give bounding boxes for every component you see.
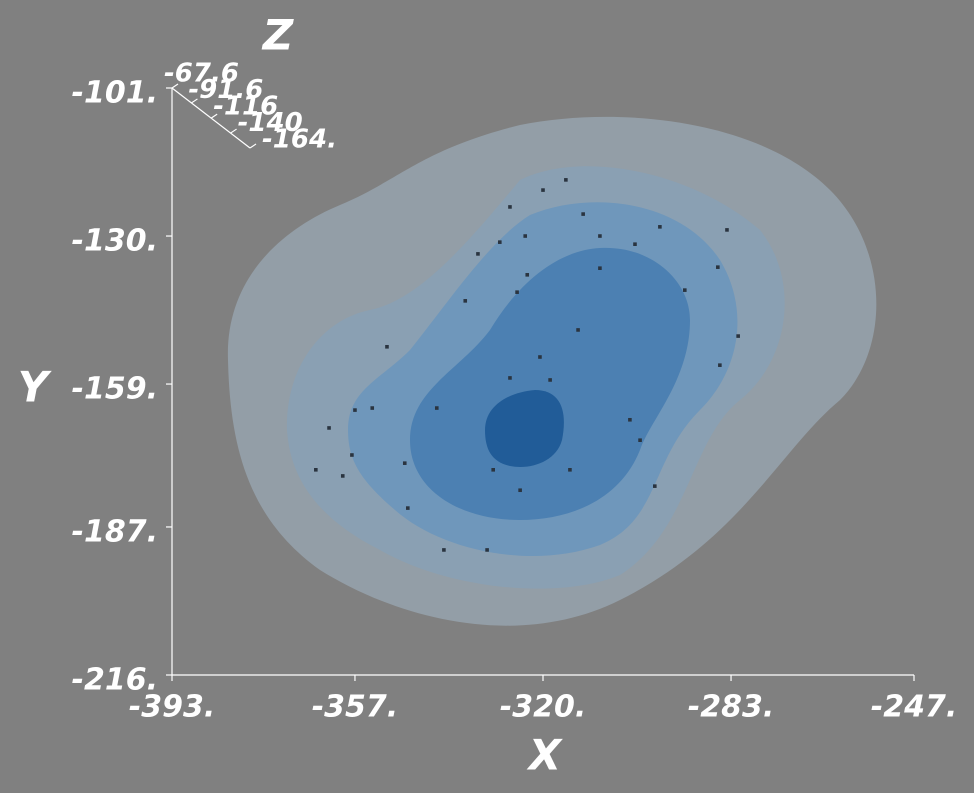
scatter-point <box>576 328 580 332</box>
scatter-point <box>725 228 729 232</box>
scatter-point <box>350 453 354 457</box>
scatter-point <box>508 205 512 209</box>
z-tick-mark <box>171 83 179 89</box>
scatter-point <box>518 488 522 493</box>
y-tick-label: -187. <box>72 514 158 549</box>
z-tick-mark <box>230 128 237 134</box>
scatter-point <box>340 474 345 478</box>
scatter-point <box>564 178 568 182</box>
scatter-point <box>406 506 410 510</box>
z-axis-title: Z <box>261 11 295 60</box>
z-axis-line <box>171 87 251 149</box>
scatter-point <box>716 265 720 269</box>
scatter-point <box>476 252 480 256</box>
z-tick-mark <box>210 113 218 119</box>
z-tick-label: -164. <box>262 125 337 155</box>
z-tick-label: -140 <box>238 108 303 138</box>
scatter-point <box>538 355 542 359</box>
scatter-point <box>402 461 407 465</box>
x-tick-label: -357. <box>312 690 398 725</box>
z-tick-label: -91.6 <box>188 75 263 105</box>
scatter-point <box>463 299 468 303</box>
y-tick-label: -159. <box>72 372 158 407</box>
scatter-point <box>718 363 722 367</box>
scatter-point <box>581 212 585 216</box>
scatter-point <box>653 484 657 488</box>
scatter-point <box>314 468 318 472</box>
scatter-point <box>385 344 389 349</box>
scatter-point <box>491 468 495 472</box>
scatter-point <box>736 334 740 338</box>
x-tick-label: -393. <box>129 690 215 725</box>
y-tick-label: -101. <box>72 76 158 111</box>
y-axis-title: Y <box>18 363 52 412</box>
scatter-point <box>525 273 530 277</box>
x-axis-title: X <box>526 731 564 780</box>
scatter-point <box>598 266 602 270</box>
scatter-point <box>548 378 552 382</box>
scatter-point <box>598 234 602 238</box>
scatter-point <box>508 376 512 380</box>
scatter-point <box>628 417 632 422</box>
scatter-point <box>327 426 331 430</box>
x-tick-label: -320. <box>500 690 586 725</box>
scatter-point <box>515 290 519 294</box>
scatter-point <box>523 234 528 238</box>
density-contours <box>227 116 877 626</box>
scatter-point <box>434 406 439 410</box>
scatter-point <box>633 242 637 246</box>
scatter-point <box>638 438 642 442</box>
scatter-point <box>498 240 502 244</box>
x-tick-label: -283. <box>688 690 774 725</box>
scatter-point <box>541 188 545 192</box>
scatter-point <box>682 288 687 292</box>
z-tick-label: -67.6 <box>164 59 239 89</box>
scatter-point <box>370 406 375 410</box>
z-tick-mark <box>191 98 198 104</box>
scatter-point <box>485 548 489 552</box>
scatter-point <box>658 225 662 229</box>
z-tick-mark <box>249 143 257 149</box>
z-tick-label: -116 <box>213 92 278 122</box>
scatter-point <box>353 408 357 412</box>
scatter-point <box>442 548 446 552</box>
y-tick-label: -216. <box>72 663 158 698</box>
contour-level <box>485 390 564 467</box>
contour-level <box>410 247 690 520</box>
scatter-point <box>568 468 572 472</box>
x-tick-label: -247. <box>871 690 957 725</box>
y-tick-label: -130. <box>72 224 158 259</box>
